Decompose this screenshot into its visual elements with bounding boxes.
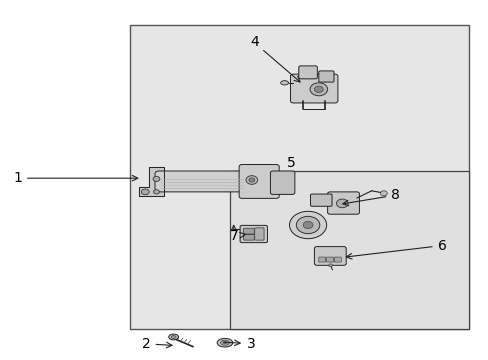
- Circle shape: [153, 176, 160, 181]
- FancyBboxPatch shape: [243, 228, 254, 234]
- FancyBboxPatch shape: [155, 171, 250, 192]
- FancyBboxPatch shape: [334, 257, 341, 262]
- FancyBboxPatch shape: [298, 66, 317, 79]
- Ellipse shape: [220, 340, 229, 345]
- Circle shape: [153, 190, 159, 194]
- Circle shape: [289, 211, 326, 239]
- Text: 1: 1: [13, 171, 138, 185]
- Ellipse shape: [223, 342, 226, 344]
- FancyBboxPatch shape: [318, 257, 325, 262]
- FancyBboxPatch shape: [326, 257, 333, 262]
- Ellipse shape: [168, 334, 178, 340]
- FancyBboxPatch shape: [243, 234, 254, 240]
- Circle shape: [245, 176, 257, 184]
- Ellipse shape: [280, 81, 288, 85]
- FancyBboxPatch shape: [270, 171, 294, 194]
- Text: 7: 7: [229, 229, 245, 243]
- FancyBboxPatch shape: [318, 71, 333, 82]
- Circle shape: [314, 86, 323, 93]
- Circle shape: [328, 264, 332, 267]
- FancyBboxPatch shape: [254, 228, 264, 240]
- Circle shape: [303, 221, 312, 229]
- Text: 6: 6: [346, 239, 446, 259]
- FancyBboxPatch shape: [327, 192, 359, 214]
- Text: 4: 4: [249, 36, 300, 82]
- FancyBboxPatch shape: [239, 165, 279, 198]
- Text: 8: 8: [342, 188, 399, 206]
- Ellipse shape: [217, 338, 232, 347]
- Polygon shape: [139, 167, 163, 196]
- Ellipse shape: [171, 336, 176, 338]
- FancyBboxPatch shape: [240, 225, 267, 243]
- Bar: [229, 171, 468, 329]
- Circle shape: [296, 216, 319, 234]
- Text: 2: 2: [142, 337, 172, 351]
- FancyBboxPatch shape: [290, 74, 337, 103]
- Circle shape: [309, 83, 327, 96]
- Circle shape: [141, 189, 149, 195]
- FancyBboxPatch shape: [310, 194, 331, 206]
- Circle shape: [336, 199, 347, 208]
- Circle shape: [248, 178, 254, 182]
- Bar: [129, 25, 468, 329]
- Text: 5: 5: [286, 156, 295, 170]
- Text: 3: 3: [224, 337, 255, 351]
- FancyBboxPatch shape: [314, 247, 346, 265]
- Circle shape: [380, 191, 386, 196]
